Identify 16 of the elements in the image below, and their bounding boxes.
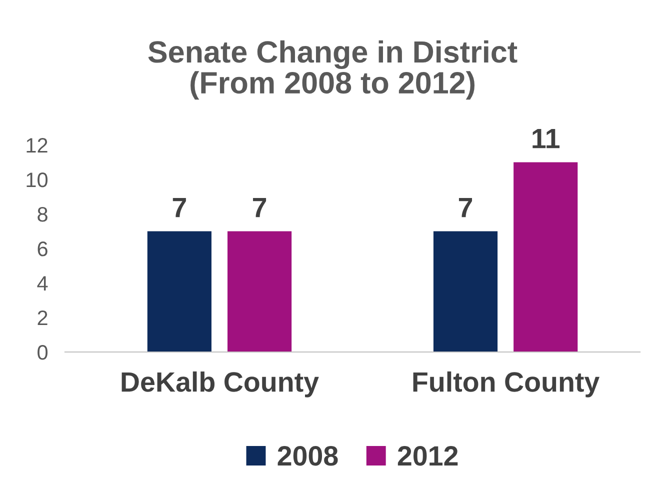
y-tick-label: 2 [38, 310, 48, 326]
legend-label: 2012 [398, 446, 458, 466]
y-tick-label: 6 [38, 242, 48, 256]
x-tick-label: DeKalb County [122, 371, 319, 398]
y-tick-label: 0 [38, 345, 48, 360]
y-tick-label: 8 [38, 207, 48, 222]
chart-title: Senate Change in District (From 2008 to 2012) [148, 40, 518, 100]
y-tick-label: 10 [26, 172, 48, 188]
y-tick-label: 12 [26, 138, 48, 153]
data-label: 7 [252, 198, 266, 218]
x-tick-label: Fulton County [413, 371, 600, 398]
data-label: 7 [458, 198, 472, 218]
data-label: 7 [172, 198, 186, 218]
data-label: 11 [532, 129, 560, 148]
y-tick-label: 4 [37, 276, 48, 291]
legend-label: 2008 [278, 446, 338, 466]
